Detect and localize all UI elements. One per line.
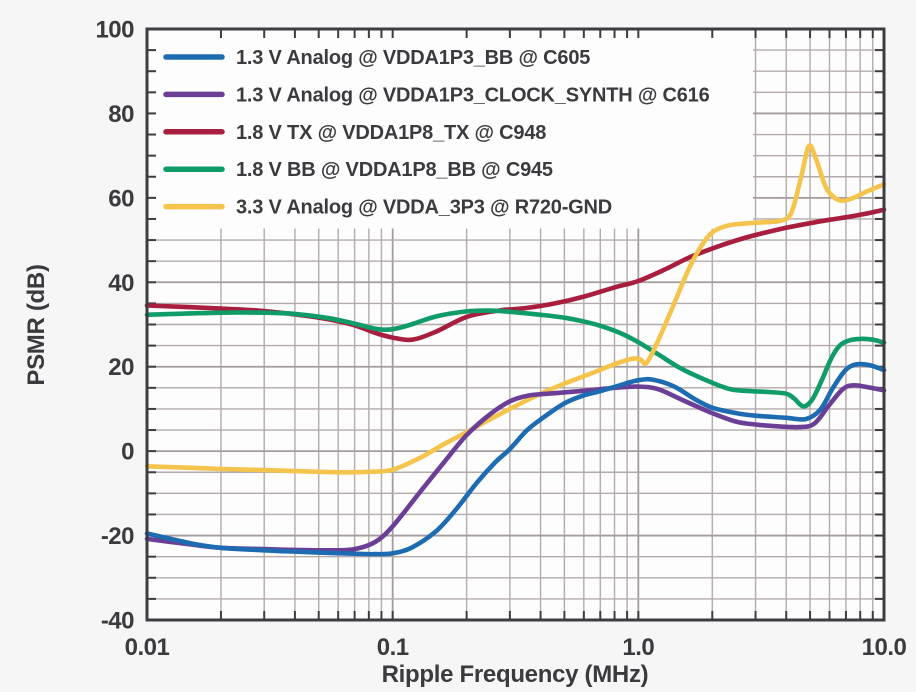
y-tick-label: 0 <box>121 439 134 466</box>
y-tick-label: -20 <box>101 523 134 550</box>
legend-label: 1.3 V Analog @ VDDA1P3_BB @ C605 <box>236 47 590 69</box>
y-tick-label: -40 <box>101 608 134 635</box>
legend-label: 1.8 V TX @ VDDA1P8_TX @ C948 <box>236 122 546 144</box>
legend-label: 1.8 V BB @ VDDA1P8_BB @ C945 <box>236 159 553 181</box>
y-tick-label: 20 <box>108 354 134 381</box>
x-axis-title: Ripple Frequency (MHz) <box>382 661 649 688</box>
data-curves <box>144 143 887 557</box>
x-tick-label: 0.1 <box>377 634 409 661</box>
legend-item: 1.3 V Analog @ VDDA1P3_CLOCK_SYNTH @ C61… <box>163 84 710 106</box>
series-line-vdda1p3_clock_synth <box>144 382 887 553</box>
legend-background <box>150 30 753 229</box>
series-line-vdda1p8_bb <box>144 308 887 409</box>
y-tick-label: 100 <box>95 17 134 44</box>
legend-item: 3.3 V Analog @ VDDA_3P3 @ R720-GND <box>163 197 612 219</box>
series-line-vdda_3p3 <box>144 143 887 475</box>
legend-label: 3.3 V Analog @ VDDA_3P3 @ R720-GND <box>236 197 612 219</box>
plot-frame <box>145 27 886 622</box>
x-tick-labels: 0.01 0.1 1.0 10.0 <box>125 634 907 661</box>
legend-item: 1.8 V BB @ VDDA1P8_BB @ C945 <box>163 159 553 181</box>
legend-label: 1.3 V Analog @ VDDA1P3_CLOCK_SYNTH @ C61… <box>236 84 710 106</box>
x-tick-label: 1.0 <box>622 634 654 661</box>
legend: 1.3 V Analog @ VDDA1P3_BB @ C605 1.3 V An… <box>163 47 710 219</box>
y-tick-labels: 100 80 60 40 20 0 -20 -40 <box>95 17 134 635</box>
series-line-vdda1p3_bb <box>144 361 887 557</box>
x-tick-label: 10.0 <box>862 634 907 661</box>
y-tick-label: 60 <box>108 185 134 212</box>
x-tick-label: 0.01 <box>125 634 170 661</box>
legend-item: 1.8 V TX @ VDDA1P8_TX @ C948 <box>163 122 546 144</box>
legend-item: 1.3 V Analog @ VDDA1P3_BB @ C605 <box>163 47 590 69</box>
y-tick-label: 80 <box>108 101 134 128</box>
y-axis-title: PSMR (dB) <box>23 264 50 385</box>
y-tick-label: 40 <box>108 270 134 297</box>
